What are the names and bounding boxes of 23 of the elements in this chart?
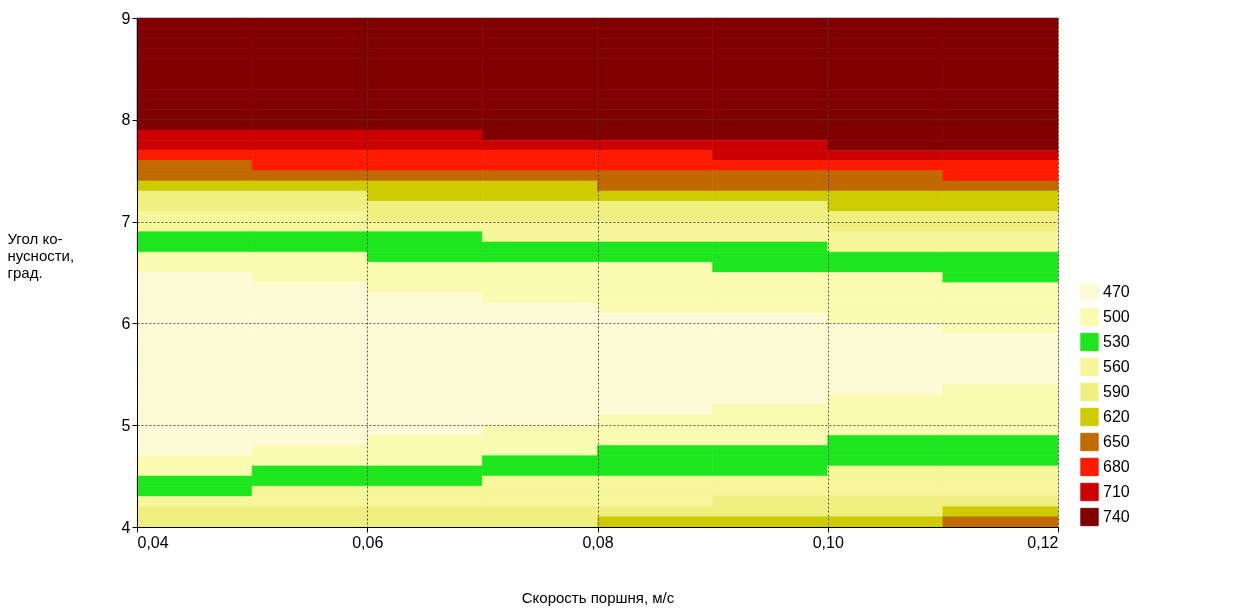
x-tick-label: 0,06 bbox=[352, 533, 384, 551]
y-tick-label: 4 bbox=[121, 518, 131, 536]
y-tick-label: 9 bbox=[121, 9, 131, 27]
y-tick-label: 8 bbox=[121, 111, 131, 129]
color-bar-label: 530 bbox=[1103, 333, 1130, 350]
y-axis-title: Угол ко- нусности, град. bbox=[7, 230, 75, 282]
color-bar-label: 710 bbox=[1103, 483, 1130, 500]
color-bar-label: 500 bbox=[1103, 308, 1130, 325]
color-bar-label: 620 bbox=[1103, 408, 1130, 425]
x-tick-label: 0,04 bbox=[137, 533, 169, 551]
color-bar-label: 470 bbox=[1103, 283, 1130, 300]
color-bar-label: 560 bbox=[1103, 358, 1130, 375]
x-tick-label: 0,08 bbox=[582, 533, 614, 551]
color-bar-label: 650 bbox=[1103, 433, 1130, 450]
color-bar-label: 680 bbox=[1103, 458, 1130, 475]
y-tick-label: 6 bbox=[121, 314, 131, 332]
x-tick-label: 0,12 bbox=[1027, 533, 1059, 551]
color-bar-label: 590 bbox=[1103, 383, 1130, 400]
x-tick-label: 0,10 bbox=[812, 533, 844, 551]
color-bar-label: 740 bbox=[1103, 508, 1130, 525]
x-axis-title: Скорость поршня, м/с bbox=[521, 588, 675, 606]
y-tick-label: 7 bbox=[121, 213, 131, 231]
y-tick-label: 5 bbox=[121, 416, 131, 434]
